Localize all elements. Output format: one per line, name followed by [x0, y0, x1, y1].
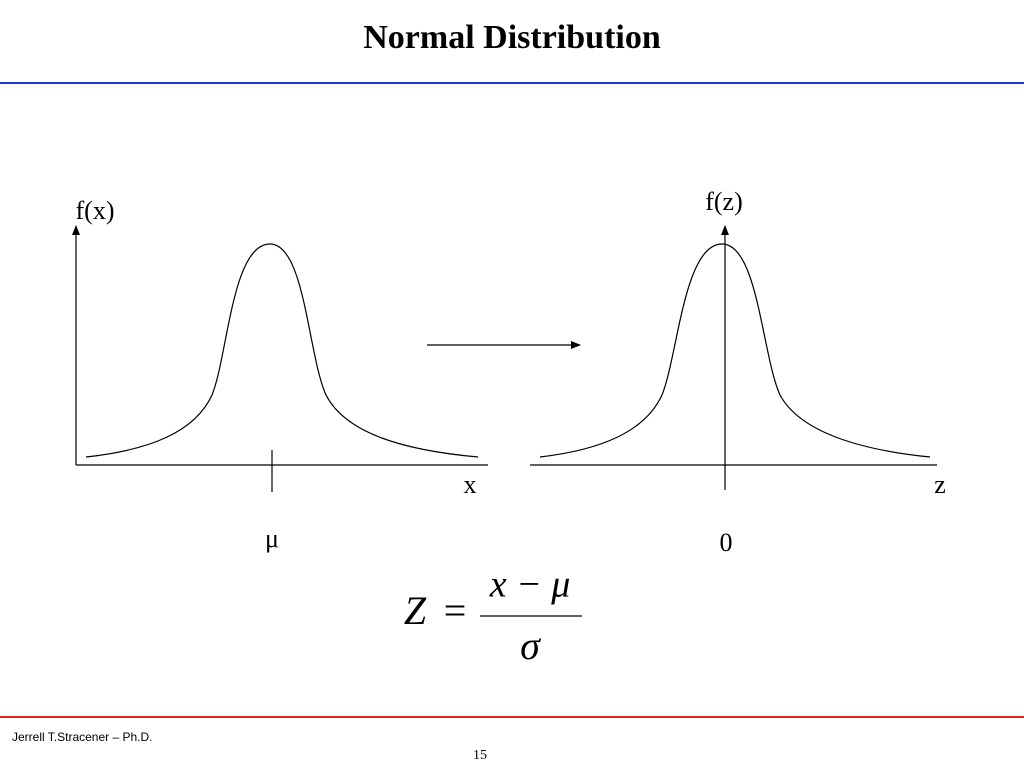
page-number: 15 [473, 748, 487, 763]
y-label: f(x) [76, 196, 115, 225]
density-curve [85, 243, 479, 458]
x-label: x [464, 470, 477, 499]
formula-numerator: x − μ [489, 564, 571, 606]
slide-title: Normal Distribution [363, 19, 661, 56]
x-label: z [934, 470, 946, 499]
formula-equals: = [444, 588, 467, 633]
standard-curve [539, 243, 931, 458]
formula-lhs: Z [404, 588, 427, 633]
zero-label: 0 [720, 528, 733, 557]
mean-label: μ [265, 524, 279, 553]
footer-author: Jerrell T.Stracener – Ph.D. [12, 730, 153, 744]
y-label: f(z) [705, 187, 743, 216]
formula-denominator: σ [520, 623, 541, 668]
